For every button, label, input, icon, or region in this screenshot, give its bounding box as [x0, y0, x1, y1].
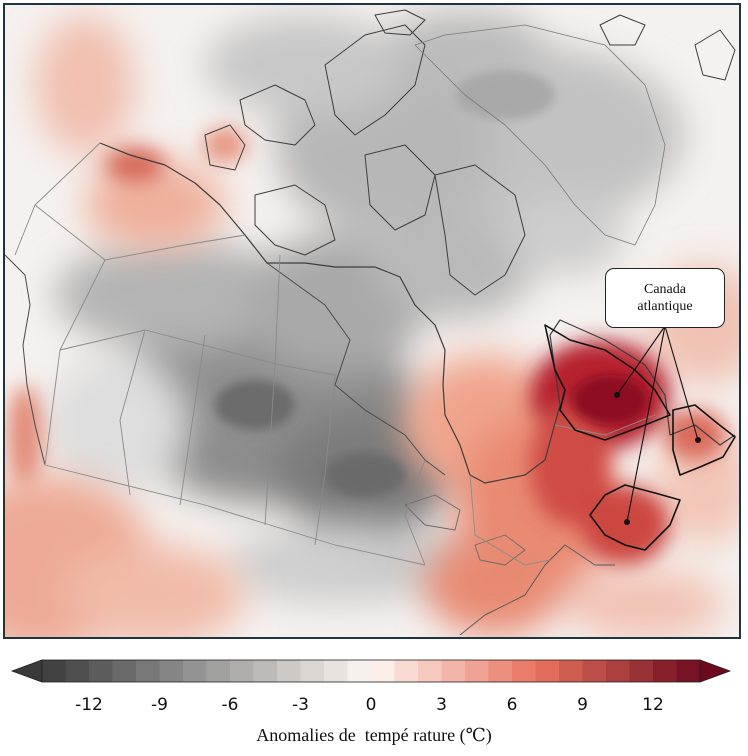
colorbar-tick-label: 12 — [642, 695, 664, 715]
colorbar-bin — [300, 660, 325, 682]
colorbar-tick-label: -12 — [75, 695, 103, 715]
newfoundland-marker — [695, 437, 701, 443]
colorbar-min-arrow — [10, 659, 43, 683]
colorbar — [10, 659, 732, 683]
labrador-marker — [614, 392, 620, 398]
colorbar-bin — [653, 660, 677, 682]
colorbar-bin — [441, 660, 466, 682]
callout-line1: Canada — [644, 282, 686, 297]
atlantic-canada-callout: Canada atlantique — [605, 268, 725, 328]
dark-cores — [215, 70, 648, 497]
colorbar-bin — [394, 660, 419, 682]
colorbar-bin — [418, 660, 442, 682]
colorbar-frame — [41, 659, 701, 683]
legend-title: Anomalies de tempé rature (℃) — [256, 725, 492, 745]
colorbar-max-arrow — [699, 659, 732, 683]
colorbar-bin — [347, 660, 372, 682]
map-canvas — [5, 5, 739, 637]
cold-anomaly-areas — [45, 10, 685, 605]
colorbar-bin — [183, 660, 207, 682]
maritimes-outline — [589, 484, 681, 551]
color-legend: -12 -9 -6 -3 0 3 6 9 12 Anomalies de tempé ratur… — [0, 648, 748, 756]
colorbar-bin — [582, 660, 607, 682]
colorbar-bin — [465, 660, 489, 682]
colorbar-bin — [676, 660, 701, 682]
colorbar-tick-label: 6 — [506, 695, 518, 715]
colorbar-tick-label: 0 — [365, 695, 377, 715]
colorbar-bin — [253, 660, 278, 682]
colorbar-bin — [65, 660, 90, 682]
colorbar-tick-label: -6 — [221, 695, 239, 715]
colorbar-tick-label: 3 — [436, 695, 447, 715]
anomaly-field — [5, 5, 739, 637]
colorbar-bin — [324, 660, 348, 682]
callout-line2: atlantique — [637, 299, 693, 314]
colorbar-bin — [277, 660, 301, 682]
colorbar-bin — [112, 660, 137, 682]
maritimes-marker — [624, 519, 630, 525]
colorbar-bin — [136, 660, 160, 682]
colorbar-tick-label: -3 — [292, 695, 309, 715]
colorbar-bin — [535, 660, 560, 682]
anomaly-map: Canada atlantique — [3, 3, 741, 639]
colorbar-bin — [559, 660, 583, 682]
colorbar-bin — [512, 660, 536, 682]
callout-leaders — [616, 325, 699, 523]
colorbar-tick-label: -9 — [151, 695, 168, 715]
callout-markers — [614, 392, 701, 525]
colorbar-bin — [606, 660, 630, 682]
colorbar-bin — [42, 660, 66, 682]
coastlines — [5, 9, 736, 636]
atlantic-canada-outlines — [544, 324, 736, 551]
colorbar-bin — [230, 660, 254, 682]
warm-anomaly-areas — [5, 15, 739, 637]
colorbar-bin — [206, 660, 231, 682]
colorbar-bin — [488, 660, 513, 682]
colorbar-bin — [159, 660, 184, 682]
colorbar-bin — [89, 660, 113, 682]
colorbar-bin — [371, 660, 395, 682]
newfoundland-outline — [672, 404, 736, 476]
colorbar-bin — [629, 660, 654, 682]
colorbar-tick-label: 9 — [577, 695, 588, 715]
labrador-outline — [544, 324, 671, 441]
political-borders — [14, 142, 656, 566]
